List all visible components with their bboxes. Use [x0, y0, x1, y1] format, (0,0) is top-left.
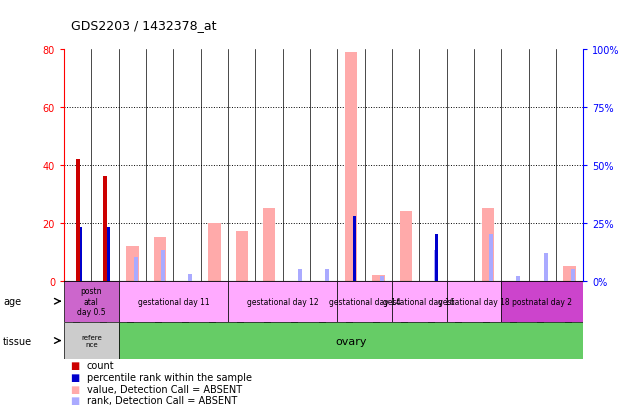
Bar: [325, 269, 329, 281]
Text: value, Detection Call = ABSENT: value, Detection Call = ABSENT: [87, 384, 242, 394]
Bar: [353, 216, 356, 281]
Bar: [133, 258, 138, 281]
Text: rank, Detection Call = ABSENT: rank, Detection Call = ABSENT: [87, 395, 237, 405]
Bar: [154, 237, 166, 281]
Bar: [103, 177, 107, 281]
Bar: [489, 235, 493, 281]
Text: age: age: [3, 297, 21, 306]
Bar: [392, 281, 447, 322]
Text: ■: ■: [71, 395, 79, 405]
Bar: [379, 276, 384, 281]
Bar: [571, 269, 575, 281]
Text: ■: ■: [71, 384, 79, 394]
Text: tissue: tissue: [3, 336, 32, 346]
Bar: [447, 281, 501, 322]
Bar: [435, 235, 438, 281]
Text: postn
atal
day 0.5: postn atal day 0.5: [77, 287, 106, 316]
Text: count: count: [87, 361, 114, 370]
Text: gestational day 18: gestational day 18: [438, 297, 510, 306]
Bar: [79, 228, 83, 281]
Bar: [119, 322, 583, 359]
Bar: [563, 266, 576, 281]
Bar: [236, 232, 248, 281]
Text: gestational day 11: gestational day 11: [138, 297, 209, 306]
Bar: [161, 251, 165, 281]
Bar: [119, 281, 228, 322]
Bar: [228, 281, 337, 322]
Text: ■: ■: [71, 361, 79, 370]
Bar: [76, 159, 80, 281]
Bar: [372, 275, 385, 281]
Text: gestational day 12: gestational day 12: [247, 297, 319, 306]
Bar: [263, 209, 275, 281]
Text: gestational day 14: gestational day 14: [329, 297, 401, 306]
Bar: [337, 281, 392, 322]
Bar: [188, 274, 192, 281]
Bar: [399, 211, 412, 281]
Text: refere
nce: refere nce: [81, 334, 102, 347]
Bar: [64, 281, 119, 322]
Bar: [516, 276, 520, 281]
Text: percentile rank within the sample: percentile rank within the sample: [87, 372, 251, 382]
Bar: [208, 223, 221, 281]
Bar: [434, 251, 438, 281]
Bar: [64, 322, 119, 359]
Text: ovary: ovary: [335, 336, 367, 346]
Text: GDS2203 / 1432378_at: GDS2203 / 1432378_at: [71, 19, 216, 31]
Text: ■: ■: [71, 372, 79, 382]
Bar: [126, 246, 138, 281]
Bar: [481, 209, 494, 281]
Bar: [297, 269, 302, 281]
Text: postnatal day 2: postnatal day 2: [512, 297, 572, 306]
Bar: [345, 52, 357, 281]
Bar: [107, 228, 110, 281]
Bar: [544, 253, 547, 281]
Text: gestational day 16: gestational day 16: [383, 297, 455, 306]
Bar: [501, 281, 583, 322]
